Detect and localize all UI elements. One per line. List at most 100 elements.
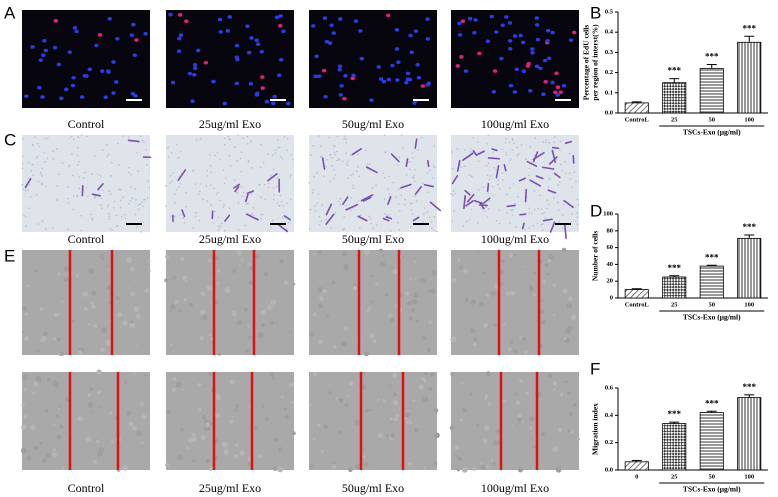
texture <box>32 174 35 176</box>
texture <box>277 147 279 149</box>
texture <box>270 299 277 305</box>
nucleus <box>64 87 69 92</box>
nucleus <box>381 79 387 84</box>
texture <box>199 336 204 340</box>
texture <box>183 216 185 219</box>
texture <box>313 438 316 441</box>
significance: *** <box>743 23 757 33</box>
texture <box>502 399 506 403</box>
texture <box>197 383 202 387</box>
cell <box>563 199 574 209</box>
texture <box>206 169 209 172</box>
texture <box>511 137 514 140</box>
texture <box>553 388 556 391</box>
texture <box>562 214 564 216</box>
cell <box>547 189 557 194</box>
texture <box>236 319 242 326</box>
texture <box>26 284 30 288</box>
texture <box>290 400 294 404</box>
nucleus <box>494 30 499 34</box>
texture <box>412 399 416 402</box>
texture <box>476 424 480 427</box>
texture <box>210 204 212 206</box>
texture <box>246 143 249 145</box>
texture <box>370 222 372 225</box>
texture <box>357 165 359 168</box>
texture <box>397 188 400 190</box>
texture <box>214 412 221 419</box>
texture <box>130 320 134 324</box>
cell <box>503 164 507 172</box>
texture <box>96 369 102 375</box>
texture <box>52 380 58 387</box>
texture <box>349 174 352 177</box>
texture <box>198 219 200 222</box>
texture <box>136 430 142 437</box>
texture <box>35 194 38 196</box>
texture <box>570 186 573 189</box>
cell <box>473 199 484 205</box>
cell <box>519 213 527 216</box>
texture <box>99 347 105 353</box>
texture <box>521 420 524 423</box>
cell <box>234 186 240 193</box>
texture <box>252 214 255 217</box>
texture <box>565 328 572 334</box>
texture <box>562 288 568 294</box>
texture <box>359 227 361 229</box>
texture <box>119 206 122 209</box>
texture <box>37 180 40 183</box>
texture <box>433 166 436 169</box>
texture <box>235 404 239 408</box>
texture <box>312 144 315 147</box>
texture <box>429 372 435 377</box>
texture <box>110 175 113 177</box>
cell <box>506 204 516 208</box>
texture <box>429 216 431 218</box>
nucleus <box>192 62 198 67</box>
texture <box>309 464 314 469</box>
nucleus <box>541 92 546 96</box>
cell <box>548 156 558 165</box>
texture <box>552 313 556 317</box>
texture <box>248 280 253 285</box>
texture <box>511 149 513 151</box>
nucleus <box>499 56 504 61</box>
texture <box>517 153 520 155</box>
error-bar <box>706 264 717 267</box>
texture <box>283 136 286 138</box>
texture <box>391 420 394 423</box>
texture <box>338 430 343 435</box>
texture <box>485 164 488 167</box>
texture <box>172 276 177 280</box>
texture <box>167 156 170 158</box>
caption: Control <box>68 481 105 495</box>
texture <box>207 371 213 377</box>
texture <box>121 215 123 218</box>
texture <box>60 351 65 356</box>
texture <box>166 147 169 149</box>
texture <box>576 223 579 226</box>
nucleus <box>359 56 365 61</box>
texture <box>372 227 374 230</box>
error-bar <box>706 410 717 413</box>
texture <box>199 138 202 140</box>
cell <box>390 153 400 163</box>
texture <box>398 229 401 231</box>
texture <box>313 175 315 178</box>
cell <box>283 215 291 221</box>
texture <box>268 230 271 232</box>
texture <box>402 256 405 259</box>
nucleus <box>225 29 231 33</box>
texture <box>482 271 486 275</box>
texture <box>487 208 490 210</box>
texture <box>77 136 80 138</box>
texture <box>423 213 425 215</box>
texture <box>371 300 374 303</box>
nucleus <box>170 80 176 85</box>
texture <box>80 214 82 217</box>
texture <box>269 372 274 377</box>
texture <box>171 180 174 183</box>
cell <box>479 202 485 210</box>
texture <box>179 182 182 185</box>
